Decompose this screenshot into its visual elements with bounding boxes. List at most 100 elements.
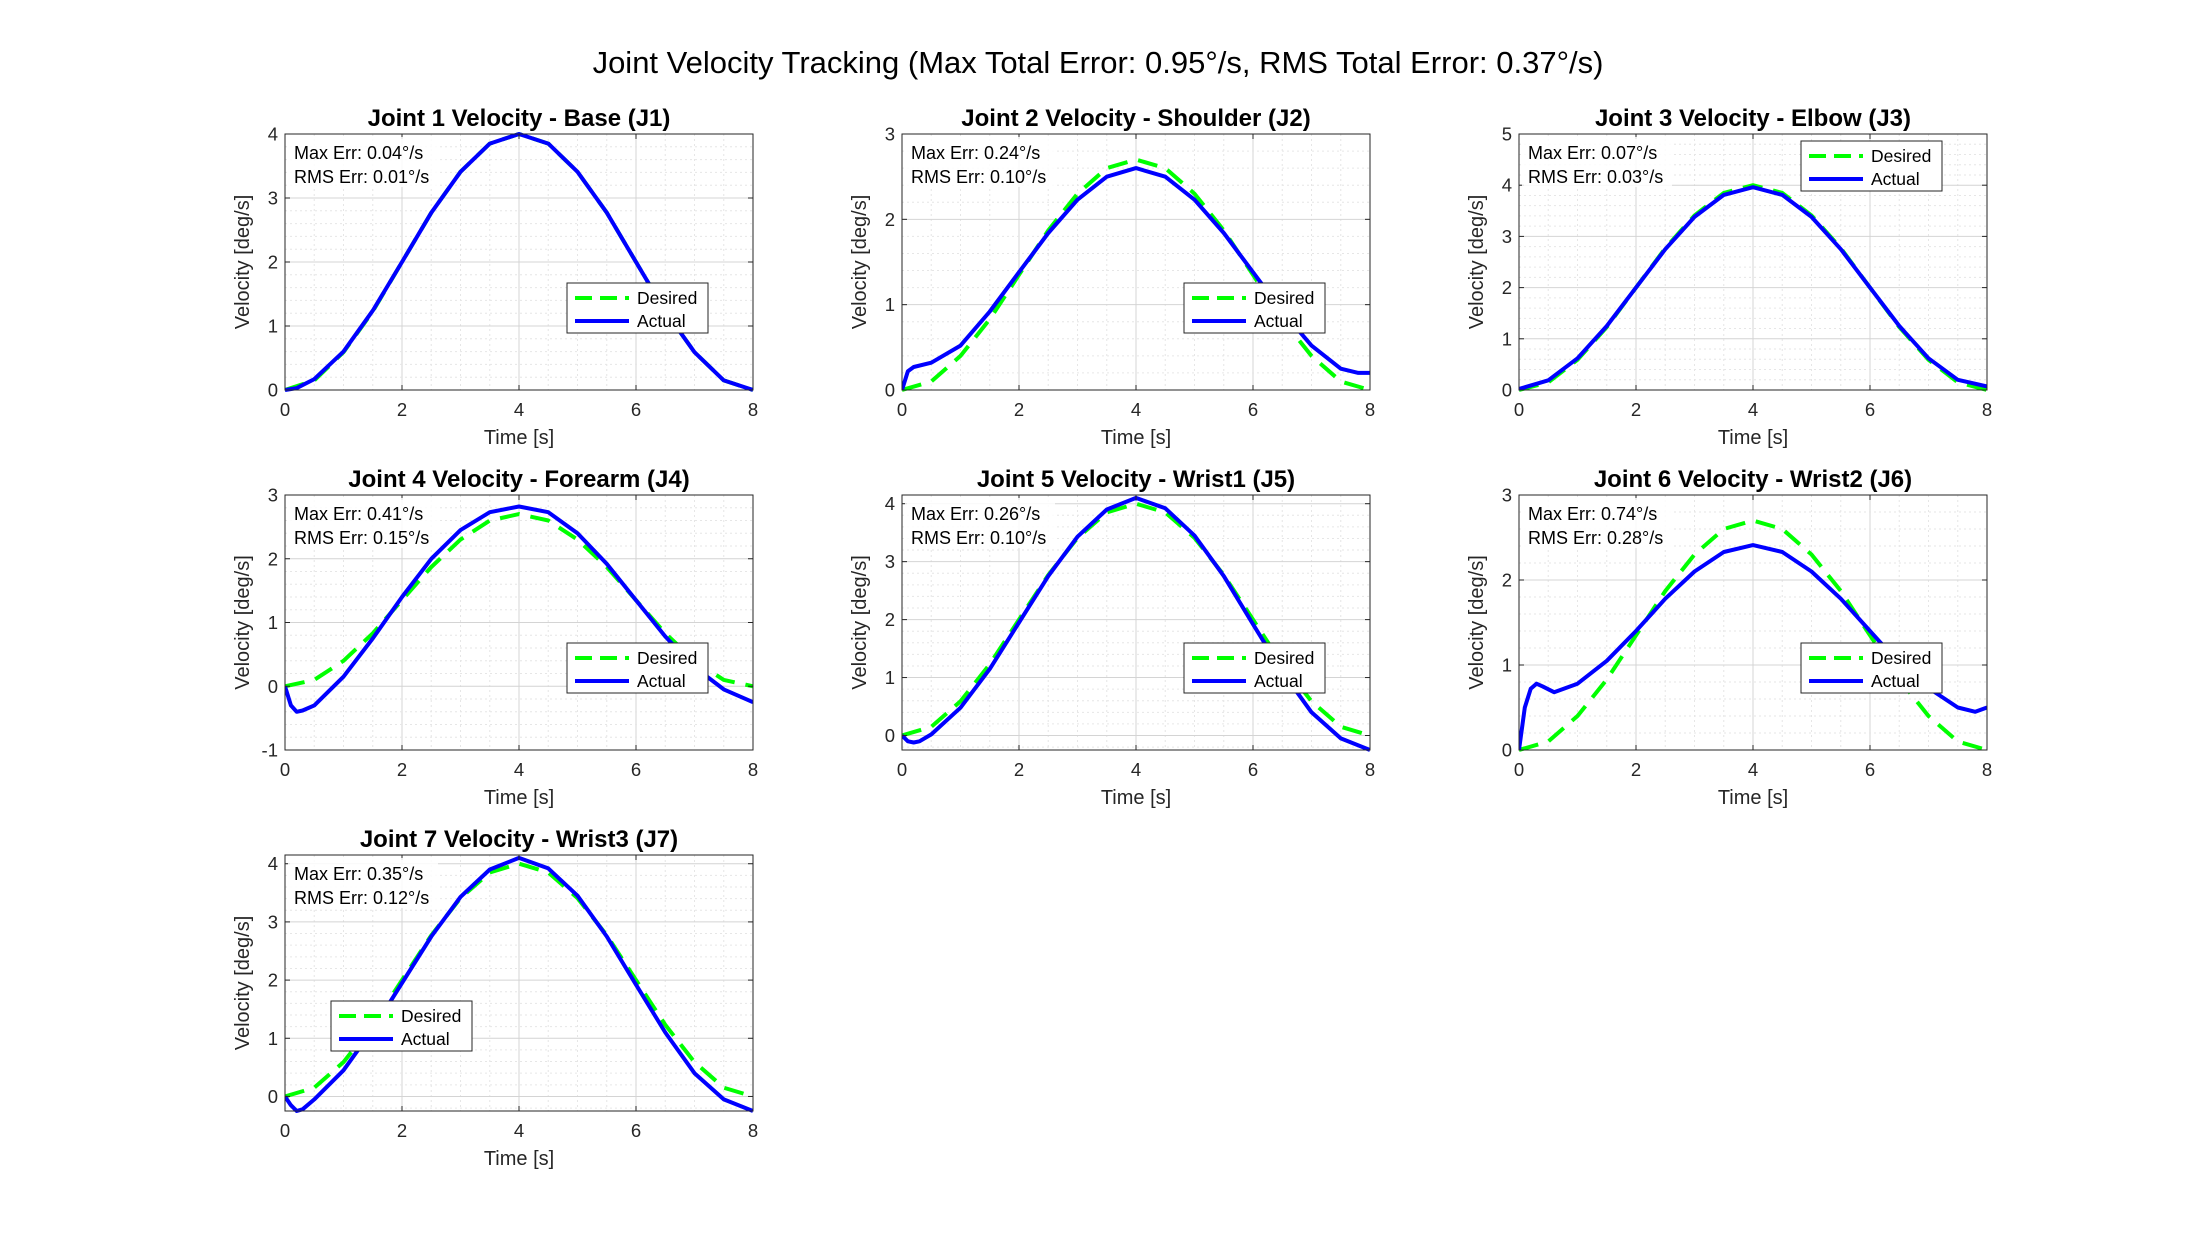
tick-marks [284, 133, 754, 391]
max-error-text: Max Err: 0.26°/s [911, 504, 1040, 524]
legend: Desired Actual [330, 1000, 473, 1052]
x-tick-label: 4 [514, 399, 524, 420]
subplot-title: Joint 1 Velocity - Base (J1) [368, 105, 671, 132]
legend-label: Desired [637, 288, 697, 308]
series-line-actual [285, 855, 753, 1113]
rms-error-text: RMS Err: 0.10°/s [911, 528, 1046, 548]
series-line-actual [1519, 185, 1987, 391]
y-tick-label: 0 [1502, 740, 1512, 761]
error-annotation-box [288, 498, 438, 548]
max-error-text: Max Err: 0.24°/s [911, 143, 1040, 163]
y-tick-label: 2 [1502, 570, 1512, 591]
error-annotation-box [905, 137, 1055, 187]
rms-error-text: RMS Err: 0.12°/s [294, 888, 429, 908]
x-tick-label: 2 [1631, 399, 1641, 420]
y-tick-label: 1 [885, 294, 895, 315]
y-axis-label: Velocity [deg/s] [849, 555, 871, 690]
x-tick-label: 2 [397, 399, 407, 420]
x-axis-label: Time [s] [484, 1148, 554, 1170]
legend-box [1183, 282, 1326, 334]
y-tick-label: 1 [885, 667, 895, 688]
subplot-title: Joint 7 Velocity - Wrist3 (J7) [360, 826, 678, 853]
y-tick-label: 0 [1502, 380, 1512, 401]
y-tick-label: 4 [268, 853, 278, 874]
x-tick-label: 6 [1865, 759, 1875, 780]
legend-label: Actual [1871, 671, 1920, 691]
x-tick-label: 8 [748, 399, 758, 420]
y-tick-label: 2 [885, 609, 895, 630]
legend-label: Actual [637, 311, 686, 331]
y-tick-label: 2 [268, 970, 278, 991]
legend-box [566, 642, 709, 694]
rms-error-text: RMS Err: 0.15°/s [294, 528, 429, 548]
y-tick-label: 3 [268, 911, 278, 932]
y-tick-label: 3 [1502, 226, 1512, 247]
x-tick-label: 2 [397, 1120, 407, 1141]
max-error-text: Max Err: 0.41°/s [294, 504, 423, 524]
x-axis-label: Time [s] [484, 427, 554, 449]
tick-marks [1518, 494, 1988, 751]
subplot-title: Joint 3 Velocity - Elbow (J3) [1595, 105, 1911, 132]
subplot-5: 0 2 4 6 8 0 1 2 3 4 Time [s] Velocity [deg/s] Joint … [849, 466, 1375, 809]
max-error-text: Max Err: 0.07°/s [1528, 143, 1657, 163]
tick-marks [1518, 133, 1988, 391]
y-tick-label: 4 [268, 124, 278, 145]
x-tick-label: 8 [748, 759, 758, 780]
series-line-actual [902, 166, 1370, 391]
y-tick-label: 5 [1502, 124, 1512, 145]
x-tick-label: 6 [1865, 399, 1875, 420]
series-group [285, 504, 753, 714]
x-tick-label: 6 [1248, 399, 1258, 420]
y-tick-label: 0 [268, 676, 278, 697]
y-tick-label: 2 [268, 252, 278, 273]
subplot-6: 0 2 4 6 8 0 1 2 3 Time [s] Velocity [deg/s] Joint 6… [1466, 466, 1992, 809]
series-line-desired [285, 512, 753, 689]
x-tick-label: 2 [1014, 759, 1024, 780]
x-tick-label: 0 [280, 399, 290, 420]
legend-label: Actual [1871, 169, 1920, 189]
legend-label: Desired [1871, 648, 1931, 668]
legend-box [330, 1000, 473, 1052]
y-axis-label: Velocity [deg/s] [232, 555, 254, 690]
x-tick-label: 2 [1631, 759, 1641, 780]
legend: Desired Actual [1183, 282, 1326, 334]
y-axis-label: Velocity [deg/s] [232, 916, 254, 1051]
subplot-3: 0 2 4 6 8 0 1 2 3 4 5 Time [s] Velocity [deg/s] Joint… [1466, 105, 1992, 449]
max-error-text: Max Err: 0.74°/s [1528, 504, 1657, 524]
x-tick-label: 4 [1748, 399, 1758, 420]
x-tick-label: 0 [280, 1120, 290, 1141]
rms-error-text: RMS Err: 0.01°/s [294, 167, 429, 187]
subplot-7: 0 2 4 6 8 0 1 2 3 4 Time [s] Velocity [deg/s] Joint … [232, 826, 758, 1170]
y-tick-label: 0 [268, 380, 278, 401]
x-tick-label: 0 [897, 399, 907, 420]
y-tick-label: -1 [262, 740, 278, 761]
y-tick-label: 2 [1502, 277, 1512, 298]
max-error-text: Max Err: 0.35°/s [294, 864, 423, 884]
rms-error-text: RMS Err: 0.03°/s [1528, 167, 1663, 187]
y-tick-label: 4 [1502, 175, 1512, 196]
series-line-desired [902, 501, 1370, 738]
x-tick-label: 4 [1748, 759, 1758, 780]
error-annotation-box [905, 498, 1055, 548]
y-tick-label: 0 [268, 1086, 278, 1107]
x-tick-label: 4 [514, 1120, 524, 1141]
legend-label: Actual [1254, 671, 1303, 691]
rms-error-text: RMS Err: 0.28°/s [1528, 528, 1663, 548]
figure-title: Joint Velocity Tracking (Max Total Error… [593, 45, 1604, 80]
x-axis-label: Time [s] [1718, 787, 1788, 809]
x-tick-label: 8 [748, 1120, 758, 1141]
y-tick-label: 3 [268, 188, 278, 209]
y-tick-label: 3 [268, 485, 278, 506]
y-tick-label: 2 [885, 209, 895, 230]
tick-marks [284, 855, 754, 1111]
subplot-2: 0 2 4 6 8 0 1 2 3 Time [s] Velocity [deg/s] Joint 2… [849, 105, 1375, 449]
x-tick-label: 6 [631, 1120, 641, 1141]
x-axis-label: Time [s] [1101, 787, 1171, 809]
x-tick-label: 4 [1131, 759, 1141, 780]
legend-label: Actual [1254, 311, 1303, 331]
x-tick-label: 6 [1248, 759, 1258, 780]
y-tick-label: 0 [885, 725, 895, 746]
rms-error-text: RMS Err: 0.10°/s [911, 167, 1046, 187]
subplot-title: Joint 4 Velocity - Forearm (J4) [348, 466, 689, 493]
